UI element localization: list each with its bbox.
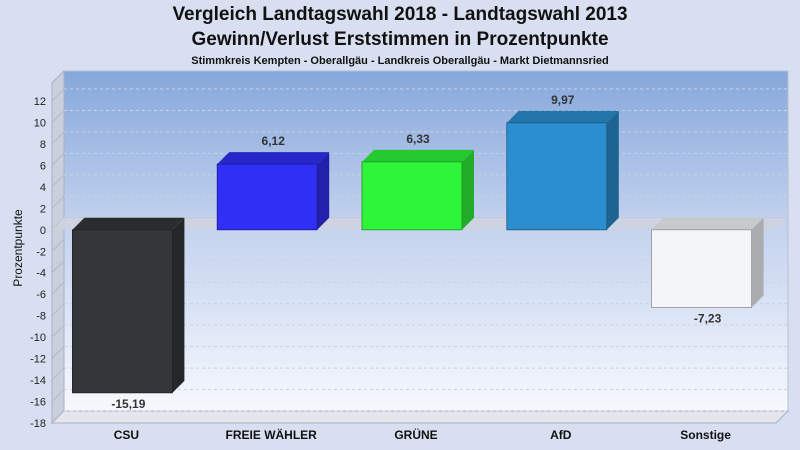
bar-side <box>317 152 330 230</box>
x-category-label: FREIE WÄHLER <box>226 427 318 442</box>
grid-line-side <box>51 174 65 188</box>
bar-front <box>651 229 752 308</box>
bar-top <box>651 217 764 230</box>
grid-line-side <box>51 153 65 166</box>
bar-top <box>506 110 619 123</box>
bar-front <box>361 161 463 231</box>
plot-background <box>50 69 790 425</box>
y-tick-label: -8 <box>36 311 46 323</box>
x-category-label: Sonstige <box>680 428 731 442</box>
data-label: -7,23 <box>694 311 722 325</box>
chart-title-line1: Vergleich Landtagswahl 2018 - Landtagswa… <box>172 4 628 25</box>
grid-line-side <box>51 195 65 209</box>
grid-line-side <box>51 131 65 145</box>
data-label: -15,19 <box>111 397 145 411</box>
grid-line-side <box>51 410 65 424</box>
x-category-label: CSU <box>114 428 139 442</box>
x-axis-categories: CSU FREIE WÄHLER GRÜNE AfD Sonstige <box>114 427 732 442</box>
bar-top <box>362 149 474 162</box>
grid-line-side <box>51 110 65 123</box>
bar-front <box>72 229 173 394</box>
y-axis-ticks: 12 10 8 6 4 2 0 -2 -4 -6 -8 -10 -12 -14 -16 -18 <box>30 96 46 430</box>
bar-front <box>216 163 318 231</box>
grid-line-side <box>51 367 65 381</box>
y-tick-label: -2 <box>36 246 46 258</box>
y-tick-label: 10 <box>34 117 46 129</box>
bar-top <box>72 217 185 230</box>
chart-subtitle: Stimmkreis Kempten - Oberallgäu - Landkr… <box>191 55 609 67</box>
bar-front <box>506 122 608 231</box>
y-tick-label: 8 <box>40 139 46 151</box>
bar-afd: 9,97 <box>506 93 619 231</box>
grid-line-side <box>51 389 65 402</box>
y-axis-label: Prozentpunkte <box>11 209 25 287</box>
y-tick-label: -12 <box>30 354 46 366</box>
data-label: 9,97 <box>551 93 575 107</box>
data-label: 6,12 <box>262 134 286 148</box>
bar-top <box>217 152 330 165</box>
bar-csu: -15,19 <box>72 217 185 411</box>
bar-side <box>751 217 764 308</box>
y-tick-label: -4 <box>36 268 46 280</box>
chart-title-line2: Gewinn/Verlust Erststimmen in Prozentpun… <box>191 29 609 50</box>
y-tick-label: 4 <box>40 182 46 194</box>
grid-line-side <box>51 238 65 252</box>
y-tick-label: 6 <box>40 160 46 172</box>
bar-side <box>462 149 474 230</box>
grid-line-side <box>51 281 65 295</box>
y-tick-label: 0 <box>40 225 46 237</box>
y-tick-label: -10 <box>30 332 46 344</box>
plot-floor <box>50 410 790 424</box>
y-tick-label: -14 <box>30 375 46 387</box>
bar-freie-w-hler: 6,12 <box>216 134 330 231</box>
y-tick-label: -6 <box>36 289 46 301</box>
bar-gr-ne: 6,33 <box>361 132 474 231</box>
bar-side <box>606 110 619 230</box>
grid-line-side <box>51 88 65 102</box>
bars: -15,19 6,12 6,33 9,97 -7,23 <box>72 93 764 411</box>
y-tick-label: -18 <box>30 418 46 430</box>
y-tick-label: 12 <box>34 96 46 108</box>
x-category-label: AfD <box>550 428 572 442</box>
data-label: 6,33 <box>406 132 430 146</box>
grid-line-side <box>51 303 65 317</box>
grid-line-side <box>51 324 65 338</box>
y-tick-label: -16 <box>30 397 46 409</box>
y-tick-label: 2 <box>40 203 46 215</box>
grid-line-side <box>51 346 65 359</box>
x-category-label: GRÜNE <box>394 427 437 442</box>
bar-side <box>172 217 185 393</box>
bar-sonstige: -7,23 <box>651 217 764 325</box>
grid-line-side <box>51 260 65 274</box>
